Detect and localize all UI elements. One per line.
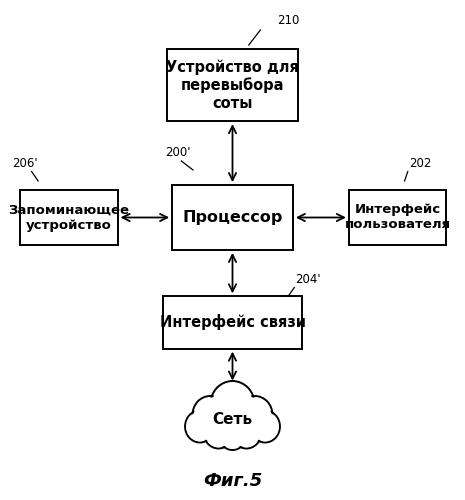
FancyBboxPatch shape xyxy=(163,296,302,349)
Circle shape xyxy=(237,396,272,434)
Text: Устройство для
перевыбора
соты: Устройство для перевыбора соты xyxy=(166,60,299,110)
Circle shape xyxy=(185,410,215,442)
Circle shape xyxy=(210,381,255,429)
FancyBboxPatch shape xyxy=(20,190,118,245)
Text: 210: 210 xyxy=(277,14,299,28)
Circle shape xyxy=(205,418,232,447)
Circle shape xyxy=(252,412,279,441)
Circle shape xyxy=(233,418,260,447)
Circle shape xyxy=(193,396,228,434)
Circle shape xyxy=(212,383,253,427)
Circle shape xyxy=(239,398,271,432)
Text: 202: 202 xyxy=(409,157,432,170)
FancyBboxPatch shape xyxy=(172,185,293,250)
Text: 206': 206' xyxy=(12,157,38,170)
Circle shape xyxy=(219,421,246,449)
Text: Интерфейс
пользователя: Интерфейс пользователя xyxy=(345,204,451,232)
Circle shape xyxy=(219,420,246,450)
Text: Интерфейс связи: Интерфейс связи xyxy=(159,314,306,330)
Text: Процессор: Процессор xyxy=(182,210,283,225)
FancyBboxPatch shape xyxy=(349,190,446,245)
Text: Сеть: Сеть xyxy=(213,412,252,428)
Text: Фиг.5: Фиг.5 xyxy=(203,472,262,490)
Circle shape xyxy=(194,398,226,432)
FancyBboxPatch shape xyxy=(167,49,298,121)
Circle shape xyxy=(232,416,261,448)
Text: Запоминающее
устройство: Запоминающее устройство xyxy=(8,204,129,232)
Circle shape xyxy=(186,412,213,441)
Circle shape xyxy=(250,410,280,442)
Text: 200': 200' xyxy=(165,146,191,159)
Text: 204': 204' xyxy=(295,273,321,286)
Circle shape xyxy=(204,416,233,448)
